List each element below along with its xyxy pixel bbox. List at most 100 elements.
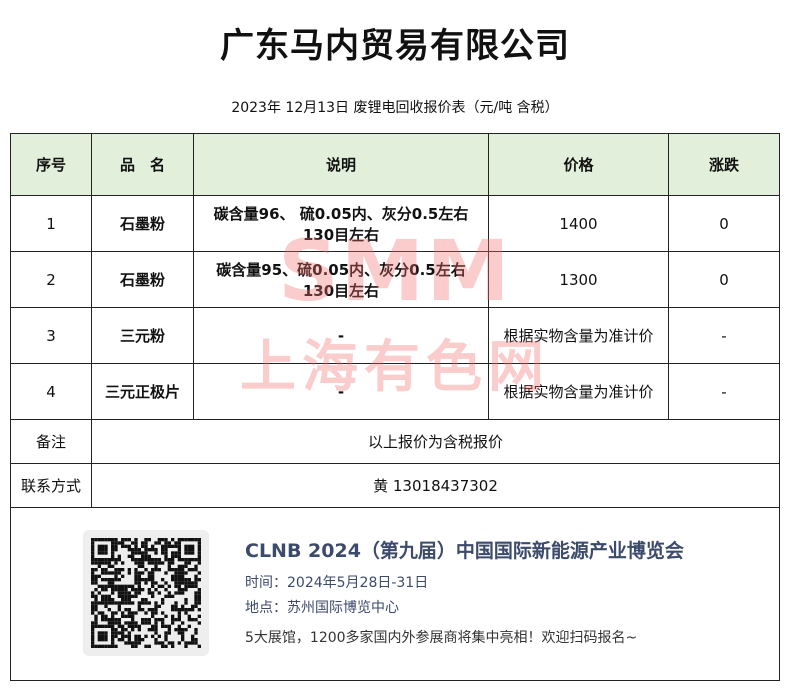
note-label: 备注 (10, 419, 92, 464)
qr-module (114, 568, 118, 572)
qr-module (134, 644, 138, 648)
qr-module (194, 574, 198, 578)
qr-module (141, 554, 145, 558)
qr-module (187, 538, 191, 542)
qr-module (177, 624, 181, 628)
cell-desc: 碳含量96、 硫0.05内、灰分0.5左右 130目左右 (193, 195, 489, 252)
qr-module (137, 548, 141, 552)
qr-module (91, 538, 95, 542)
qr-module (127, 624, 131, 628)
qr-module (177, 611, 181, 615)
qr-module (154, 641, 158, 645)
qr-module (121, 638, 125, 642)
qr-module (191, 558, 195, 562)
qr-module (177, 574, 181, 578)
qr-module (187, 624, 191, 628)
qr-module (147, 608, 151, 612)
qr-module (137, 641, 141, 645)
qr-module (107, 621, 111, 625)
contact-label: 联系方式 (10, 463, 92, 508)
qr-module (134, 568, 138, 572)
qr-module (187, 584, 191, 588)
qr-module (94, 621, 98, 625)
qr-module (177, 538, 181, 542)
qr-module (161, 641, 165, 645)
qr-module (127, 544, 131, 548)
qr-module (187, 608, 191, 612)
qr-module (174, 628, 178, 632)
qr-module (167, 631, 171, 635)
qr-module (91, 641, 95, 645)
qr-module (197, 571, 201, 575)
cell-price: 根据实物含量为准计价 (488, 363, 669, 420)
qr-module (161, 624, 165, 628)
qr-module (127, 608, 131, 612)
qr-module (107, 594, 111, 598)
qr-module (181, 638, 185, 642)
qr-module (174, 574, 178, 578)
qr-module (104, 594, 108, 598)
qr-module (137, 571, 141, 575)
qr-module (154, 618, 158, 622)
qr-module (184, 548, 188, 552)
qr-module (131, 548, 135, 552)
qr-module (194, 598, 198, 602)
qr-module (184, 578, 188, 582)
qr-module (197, 608, 201, 612)
qr-module (151, 574, 155, 578)
qr-module (154, 601, 158, 605)
qr-module (124, 601, 128, 605)
qr-module (91, 628, 95, 632)
qr-module (104, 548, 108, 552)
qr-module (104, 604, 108, 608)
qr-module (104, 558, 108, 562)
qr-module (114, 561, 118, 565)
qr-module (184, 571, 188, 575)
cell-desc: - (193, 307, 489, 364)
qr-module (177, 608, 181, 612)
qr-module (191, 568, 195, 572)
qr-module (154, 624, 158, 628)
qr-module (134, 558, 138, 562)
qr-module (111, 644, 115, 648)
qr-module (137, 628, 141, 632)
qr-module (187, 551, 191, 555)
qr-module (117, 558, 121, 562)
qr-module (124, 544, 128, 548)
qr-module (141, 588, 145, 592)
contact-row: 联系方式 黄 13018437302 (10, 463, 780, 508)
qr-module (137, 591, 141, 595)
qr-module (171, 554, 175, 558)
table-row: 1 石墨粉 碳含量96、 硫0.05内、灰分0.5左右 130目左右 1400 … (10, 195, 780, 252)
qr-module (97, 548, 101, 552)
qr-module (174, 568, 178, 572)
qr-module (151, 581, 155, 585)
qr-module (194, 581, 198, 585)
qr-module (141, 541, 145, 545)
qr-module (111, 614, 115, 618)
qr-module (181, 608, 185, 612)
qr-module (191, 641, 195, 645)
qr-module (91, 594, 95, 598)
qr-module (197, 578, 201, 582)
qr-module (151, 558, 155, 562)
qr-module (144, 581, 148, 585)
qr-module (117, 624, 121, 628)
qr-module (91, 558, 95, 562)
qr-module (94, 558, 98, 562)
qr-module (91, 554, 95, 558)
qr-module (191, 548, 195, 552)
qr-module (141, 601, 145, 605)
qr-module (111, 628, 115, 632)
qr-module (97, 611, 101, 615)
qr-module (161, 621, 165, 625)
qr-module (131, 611, 135, 615)
qr-module (134, 548, 138, 552)
qr-module (181, 578, 185, 582)
qr-module (101, 601, 105, 605)
qr-module (121, 584, 125, 588)
qr-code[interactable] (83, 530, 209, 656)
qr-module (147, 561, 151, 565)
qr-module (121, 588, 125, 592)
qr-module (154, 564, 158, 568)
